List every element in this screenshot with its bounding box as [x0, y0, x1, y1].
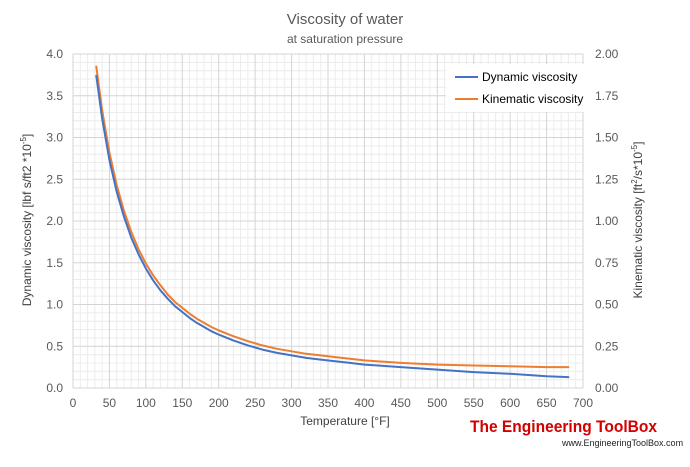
y-right-tick-label: 0.25 — [595, 339, 619, 353]
x-tick-label: 300 — [282, 396, 302, 410]
y-right-tick-label: 1.25 — [595, 172, 619, 186]
y-left-label-sup: -5 — [19, 137, 28, 145]
chart-subtitle: at saturation pressure — [287, 32, 403, 46]
y-right-tick-label: 0.75 — [595, 256, 619, 270]
y-right-tick-label: 0.00 — [595, 381, 619, 395]
y-left-axis-label: Dynamic viscosity [lbf s/ft2 *10-5] — [19, 134, 34, 307]
y-right-tick-label: 1.50 — [595, 131, 619, 145]
legend-background — [446, 64, 588, 112]
engineering-toolbox-logo: The Engineering ToolBox www.EngineeringT… — [470, 417, 683, 448]
x-tick-label: 450 — [391, 396, 411, 410]
legend: Dynamic viscosity Kinematic viscosity — [446, 64, 588, 112]
legend-label-kinematic: Kinematic viscosity — [482, 92, 583, 106]
y-right-label-p3: ] — [631, 142, 645, 145]
series-lines — [95, 65, 570, 379]
x-tick-label: 250 — [245, 396, 265, 410]
y-left-tick-label: 3.0 — [46, 131, 63, 145]
x-tick-label: 150 — [172, 396, 192, 410]
series-line-kinematic-viscosity — [95, 65, 570, 369]
y-left-label-tail: ] — [20, 134, 34, 137]
x-tick-labels: 0 50 100 150 200 250 300 350 400 450 500 550 600 650 7… — [70, 396, 594, 410]
y-left-tick-label: 1.5 — [46, 256, 63, 270]
x-tick-label: 350 — [318, 396, 338, 410]
y-right-tick-label: 0.50 — [595, 298, 619, 312]
y-left-tick-label: 2.5 — [46, 172, 63, 186]
y-right-label-p1: Kinematic viscosity [ft — [631, 183, 645, 298]
x-tick-label: 550 — [464, 396, 484, 410]
x-tick-label: 400 — [354, 396, 374, 410]
y-right-label-p2: /s*10 — [631, 152, 645, 180]
x-tick-label: 0 — [70, 396, 77, 410]
logo-text: The Engineering ToolBox — [470, 417, 657, 436]
legend-label-dynamic: Dynamic viscosity — [482, 70, 577, 84]
y-right-tick-label: 1.00 — [595, 214, 619, 228]
y-left-tick-label: 0.5 — [46, 339, 63, 353]
y-left-tick-label: 0.0 — [46, 381, 63, 395]
x-tick-label: 600 — [500, 396, 520, 410]
x-tick-label: 50 — [103, 396, 117, 410]
logo-site-url: www.EngineeringToolBox.com — [561, 438, 683, 448]
series-line-dynamic-viscosity — [95, 74, 570, 379]
x-tick-label: 100 — [136, 396, 156, 410]
y-left-tick-label: 2.0 — [46, 214, 63, 228]
y-right-tick-label: 2.00 — [595, 47, 619, 61]
x-tick-label: 200 — [209, 396, 229, 410]
y-right-axis-label: Kinematic viscosity [ft2/s*10-5] — [630, 142, 645, 299]
y-left-label-text: Dynamic viscosity [lbf s/ft2 *10 — [20, 144, 34, 306]
y-left-tick-label: 4.0 — [46, 47, 63, 61]
x-axis-label: Temperature [°F] — [300, 414, 390, 428]
y-left-tick-labels: 0.0 0.5 1.0 1.5 2.0 2.5 3.0 3.5 4.0 — [46, 47, 63, 395]
x-tick-label: 500 — [427, 396, 447, 410]
y-left-tick-label: 3.5 — [46, 89, 63, 103]
x-tick-label: 700 — [573, 396, 593, 410]
x-tick-label: 650 — [537, 396, 557, 410]
y-right-label-sup2: -5 — [630, 144, 639, 152]
y-left-tick-label: 1.0 — [46, 298, 63, 312]
chart-title: Viscosity of water — [287, 11, 403, 28]
y-right-tick-labels: 0.00 0.25 0.50 0.75 1.00 1.25 1.50 1.75 2.00 — [595, 47, 619, 395]
y-right-label-sup1: 2 — [630, 179, 639, 184]
y-right-tick-label: 1.75 — [595, 89, 619, 103]
